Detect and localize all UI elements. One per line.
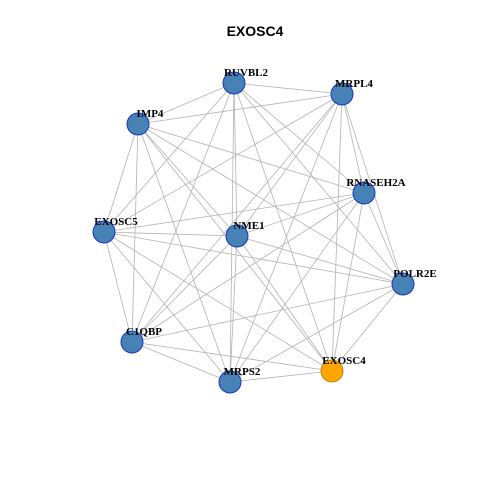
edge xyxy=(131,82,235,343)
nodes: RUVBL2 MRPL4 IMP4 RNASEH2A EXOSC5 NME1 POLR2E C… xyxy=(92,67,437,394)
node xyxy=(218,370,242,394)
edge xyxy=(229,235,238,383)
edges xyxy=(103,82,404,383)
edge xyxy=(233,82,343,95)
edge xyxy=(137,123,238,237)
edge xyxy=(229,370,333,383)
node xyxy=(391,272,415,296)
edge xyxy=(103,123,139,233)
edge xyxy=(331,192,365,372)
node-label: EXOSC4 xyxy=(322,355,366,367)
edge xyxy=(236,235,333,372)
edge xyxy=(236,235,404,285)
edge xyxy=(341,93,365,194)
edge xyxy=(137,93,343,125)
edge xyxy=(229,283,404,383)
edge xyxy=(103,231,333,372)
node-label: IMP4 xyxy=(137,108,164,120)
edge xyxy=(236,192,365,237)
node xyxy=(120,330,144,354)
edge xyxy=(131,283,404,343)
edge xyxy=(131,341,333,372)
edge xyxy=(363,192,404,285)
edge xyxy=(103,231,238,237)
edge xyxy=(233,82,238,237)
edge xyxy=(233,82,404,285)
edge xyxy=(236,93,343,237)
edge xyxy=(137,123,333,372)
node-label: MRPS2 xyxy=(224,366,261,378)
node xyxy=(222,71,246,95)
node-label: C1QBP xyxy=(126,326,162,338)
edge xyxy=(131,93,343,343)
edge xyxy=(137,123,365,194)
edge xyxy=(233,82,333,372)
edge xyxy=(103,93,343,233)
edge xyxy=(137,123,231,383)
edge xyxy=(137,123,404,285)
edge xyxy=(103,82,235,233)
node-label: RNASEH2A xyxy=(346,177,405,189)
edge xyxy=(103,231,404,285)
node xyxy=(330,82,354,106)
node xyxy=(92,220,116,244)
edge xyxy=(331,283,404,372)
node xyxy=(225,224,249,248)
node xyxy=(320,359,344,383)
title: EXOSC4 xyxy=(227,23,284,39)
node-label: RUVBL2 xyxy=(224,67,269,79)
edge xyxy=(131,341,231,383)
node xyxy=(126,112,150,136)
node xyxy=(352,181,376,205)
edge xyxy=(233,82,365,194)
node-label: EXOSC5 xyxy=(94,216,138,228)
node-label: MRPL4 xyxy=(335,78,373,90)
edge xyxy=(137,82,235,125)
edge xyxy=(229,192,365,383)
edge xyxy=(103,192,365,233)
node-label: POLR2E xyxy=(393,268,436,280)
edge xyxy=(229,93,343,383)
edge xyxy=(103,231,133,343)
node-label: NME1 xyxy=(233,220,264,232)
edge xyxy=(131,192,365,343)
edge xyxy=(131,235,238,343)
edge xyxy=(331,93,343,372)
